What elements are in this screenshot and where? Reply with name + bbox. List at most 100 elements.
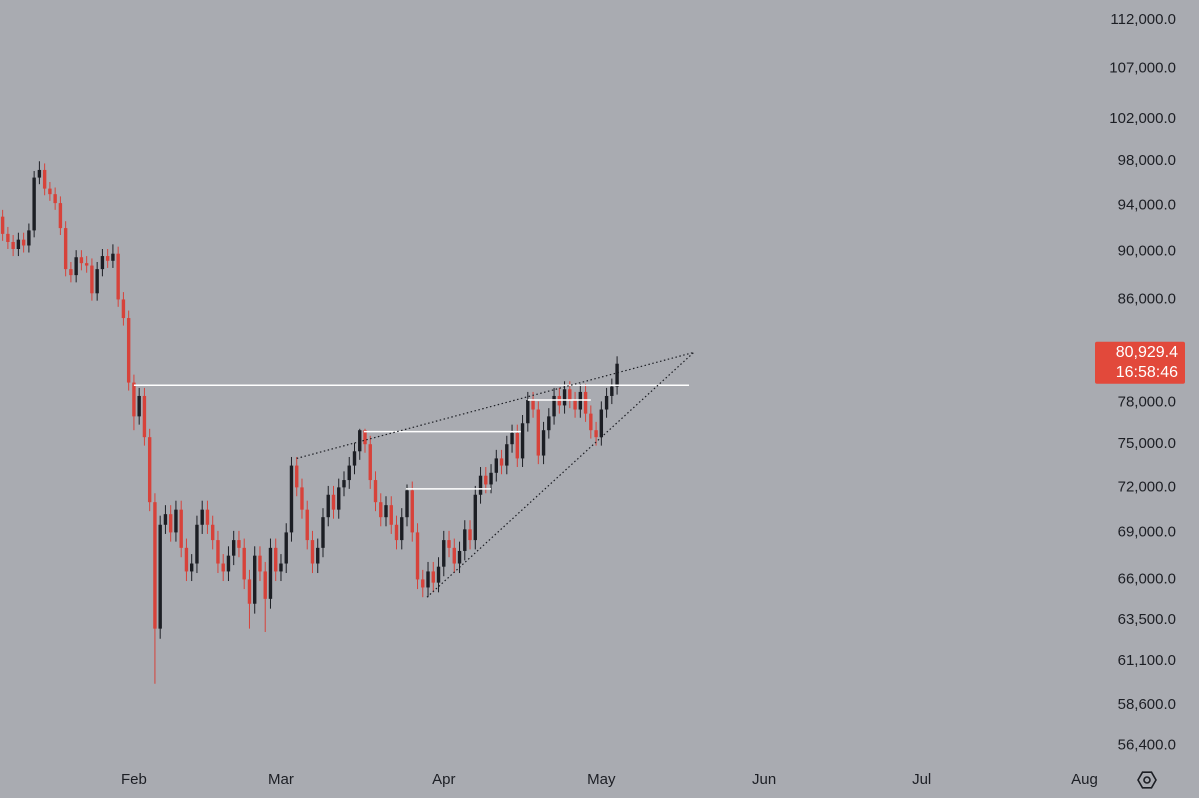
candle-body [147, 437, 152, 503]
candle-body [263, 571, 267, 599]
candle-body [552, 395, 556, 417]
candle-body [63, 228, 68, 270]
candle-body [16, 239, 21, 249]
candle-body [599, 409, 604, 438]
y-tick-label: 86,000.0 [1118, 290, 1176, 307]
candle-body [368, 444, 372, 481]
candle-body [226, 555, 231, 572]
candle-body [158, 524, 162, 629]
candle-body [116, 253, 120, 300]
y-tick-label: 58,600.0 [1118, 696, 1176, 713]
candle-body [379, 502, 383, 518]
candle-body [531, 400, 535, 410]
x-tick-label: Apr [432, 771, 455, 788]
last-price-box [1095, 341, 1185, 384]
candle-body [137, 395, 141, 417]
candle-body [447, 540, 451, 548]
y-tick-label: 112,000.0 [1110, 11, 1176, 28]
trend-line [296, 351, 694, 459]
candle-body [247, 579, 252, 604]
candle-body [237, 540, 241, 548]
candle-body [168, 514, 173, 533]
candle-body [163, 514, 168, 525]
candle-body [526, 400, 530, 424]
y-tick-label: 75,000.0 [1118, 435, 1176, 452]
candle-body [6, 233, 10, 242]
candle-body [615, 363, 619, 387]
candle-body [279, 563, 283, 572]
candle-body [132, 382, 136, 417]
y-tick-label: 69,000.0 [1118, 523, 1176, 540]
candle-body [331, 494, 336, 510]
settings-icon[interactable] [1137, 771, 1157, 789]
y-tick-label: 56,400.0 [1118, 737, 1176, 754]
candle-body [421, 579, 425, 588]
candle-body [221, 563, 225, 572]
candle-body [494, 458, 498, 473]
candle-body [258, 555, 262, 572]
candle-body [242, 547, 246, 580]
last-price-label: 80,929.4 [1116, 344, 1178, 361]
candle-body [384, 505, 388, 518]
candle-body [205, 509, 210, 525]
candle-body [95, 269, 99, 294]
candle-body [100, 256, 105, 270]
candle-body [69, 269, 73, 276]
candle-body [337, 487, 341, 510]
y-tick-label: 107,000.0 [1109, 59, 1176, 76]
settings-dot [1143, 776, 1151, 784]
candle-body [310, 540, 315, 564]
candle-body [111, 253, 115, 261]
candle-body [210, 524, 215, 541]
candle-body [363, 430, 367, 445]
countdown-label: 16:58:46 [1116, 364, 1178, 381]
y-tick-label: 78,000.0 [1118, 394, 1176, 411]
candle-body [300, 487, 304, 510]
candle-body [510, 432, 514, 445]
candle-body [405, 490, 409, 518]
candle-body [253, 555, 257, 604]
candle-body [457, 550, 462, 564]
candle-body [358, 430, 362, 452]
candle-body [589, 413, 593, 431]
candle-body [610, 386, 614, 396]
candle-body [174, 509, 178, 533]
candle-body [463, 529, 467, 551]
candle-body [90, 265, 94, 294]
candle-body [468, 529, 472, 541]
y-tick-label: 98,000.0 [1118, 152, 1176, 169]
candle-body [373, 480, 378, 503]
candle-body [536, 409, 541, 456]
candle-body [342, 480, 346, 488]
candle-body [216, 540, 220, 564]
candle-body [400, 517, 404, 541]
candle-body [32, 177, 36, 231]
candle-body [541, 430, 546, 456]
candle-body [436, 566, 441, 583]
y-tick-label: 63,500.0 [1118, 611, 1176, 628]
candle-body [195, 524, 199, 564]
candle-body [478, 475, 483, 495]
candle-body [473, 494, 477, 541]
candle-body [347, 465, 351, 481]
candle-body [189, 563, 194, 572]
candle-body [573, 400, 577, 410]
candle-body [121, 299, 126, 319]
y-tick-label: 90,000.0 [1118, 242, 1176, 259]
candle-body [42, 169, 47, 189]
candle-body [489, 472, 493, 485]
candle-body [142, 395, 147, 438]
candle-body [604, 395, 609, 410]
candle-body [326, 494, 330, 518]
candle-body [37, 169, 42, 178]
candle-body [352, 451, 357, 466]
candle-body [48, 188, 52, 195]
candle-body [200, 509, 204, 525]
y-tick-label: 72,000.0 [1118, 478, 1176, 495]
y-tick-label: 66,000.0 [1118, 570, 1176, 587]
candle-body [583, 391, 588, 414]
candle-body [0, 216, 5, 234]
candle-body [289, 465, 294, 533]
